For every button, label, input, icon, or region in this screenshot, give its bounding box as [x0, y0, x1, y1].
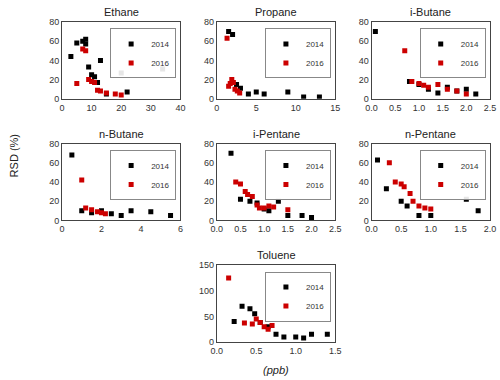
svg-text:1.5: 1.5: [454, 224, 467, 234]
svg-text:80: 80: [49, 139, 59, 149]
svg-text:20: 20: [49, 196, 59, 206]
svg-text:0.0: 0.0: [365, 224, 378, 234]
svg-text:0.5: 0.5: [234, 224, 247, 234]
svg-text:150: 150: [199, 260, 214, 270]
svg-text:15: 15: [330, 103, 340, 113]
svg-text:2.0: 2.0: [460, 103, 473, 113]
svg-text:0.0: 0.0: [365, 103, 378, 113]
svg-text:2014: 2014: [306, 283, 324, 292]
svg-text:100: 100: [199, 286, 214, 296]
svg-text:0.0: 0.0: [211, 224, 224, 234]
svg-text:6: 6: [178, 224, 183, 234]
svg-text:2014: 2014: [461, 40, 479, 49]
svg-text:5: 5: [254, 103, 259, 113]
svg-text:10: 10: [87, 103, 97, 113]
svg-text:0: 0: [59, 103, 64, 113]
svg-text:1.5: 1.5: [329, 346, 342, 356]
svg-text:1.0: 1.0: [425, 224, 438, 234]
svg-text:20: 20: [204, 75, 214, 85]
svg-text:60: 60: [359, 36, 369, 46]
svg-text:0: 0: [209, 216, 214, 226]
svg-text:1.5: 1.5: [282, 224, 295, 234]
svg-text:80: 80: [49, 17, 59, 27]
svg-text:40: 40: [204, 177, 214, 187]
svg-text:20: 20: [359, 196, 369, 206]
svg-text:2: 2: [99, 224, 104, 234]
svg-text:Ethane: Ethane: [104, 6, 139, 18]
svg-text:1.0: 1.0: [289, 346, 302, 356]
svg-text:60: 60: [359, 158, 369, 168]
svg-text:1.0: 1.0: [413, 103, 426, 113]
svg-text:0: 0: [54, 94, 59, 104]
svg-text:2016: 2016: [306, 59, 324, 68]
svg-text:2016: 2016: [151, 181, 169, 190]
svg-text:20: 20: [359, 75, 369, 85]
svg-text:1.5: 1.5: [436, 103, 449, 113]
svg-text:0: 0: [54, 216, 59, 226]
svg-text:0.5: 0.5: [250, 346, 263, 356]
svg-text:60: 60: [49, 36, 59, 46]
svg-text:40: 40: [204, 56, 214, 66]
svg-text:2014: 2014: [151, 162, 169, 171]
svg-text:60: 60: [204, 36, 214, 46]
svg-text:0.5: 0.5: [395, 224, 408, 234]
svg-text:1.0: 1.0: [258, 224, 271, 234]
svg-text:10: 10: [291, 103, 301, 113]
svg-text:0: 0: [364, 94, 369, 104]
svg-text:20: 20: [49, 75, 59, 85]
svg-text:2.0: 2.0: [484, 224, 497, 234]
svg-text:RSD (%): RSD (%): [8, 134, 20, 177]
svg-text:Propane: Propane: [255, 6, 297, 18]
svg-text:n-Pentane: n-Pentane: [405, 128, 456, 140]
svg-text:2.5: 2.5: [329, 224, 342, 234]
svg-text:(ppb): (ppb): [263, 364, 289, 376]
svg-text:i-Butane: i-Butane: [410, 6, 451, 18]
svg-text:30: 30: [146, 103, 156, 113]
svg-text:2016: 2016: [306, 302, 324, 311]
svg-text:40: 40: [359, 177, 369, 187]
svg-text:0.0: 0.0: [211, 346, 224, 356]
svg-text:80: 80: [359, 17, 369, 27]
svg-text:80: 80: [204, 17, 214, 27]
svg-text:i-Pentane: i-Pentane: [253, 128, 300, 140]
svg-text:2016: 2016: [461, 59, 479, 68]
svg-text:60: 60: [204, 158, 214, 168]
svg-text:40: 40: [175, 103, 185, 113]
svg-text:2.5: 2.5: [484, 103, 497, 113]
svg-text:0: 0: [209, 337, 214, 347]
svg-text:4: 4: [138, 224, 143, 234]
svg-text:0: 0: [59, 224, 64, 234]
svg-text:0: 0: [214, 103, 219, 113]
svg-text:40: 40: [49, 177, 59, 187]
svg-text:40: 40: [359, 56, 369, 66]
svg-text:20: 20: [204, 196, 214, 206]
svg-text:n-Butane: n-Butane: [99, 128, 144, 140]
svg-text:0.5: 0.5: [389, 103, 402, 113]
svg-text:2014: 2014: [306, 162, 324, 171]
svg-text:0: 0: [209, 94, 214, 104]
svg-text:0: 0: [364, 216, 369, 226]
svg-text:80: 80: [359, 139, 369, 149]
svg-text:50: 50: [204, 312, 214, 322]
svg-text:2016: 2016: [306, 181, 324, 190]
svg-text:20: 20: [116, 103, 126, 113]
svg-text:2016: 2016: [151, 59, 169, 68]
svg-text:2014: 2014: [151, 40, 169, 49]
svg-text:2014: 2014: [461, 162, 479, 171]
svg-text:2014: 2014: [306, 40, 324, 49]
svg-text:Toluene: Toluene: [257, 249, 296, 261]
svg-text:40: 40: [49, 56, 59, 66]
svg-text:2.0: 2.0: [305, 224, 318, 234]
svg-text:80: 80: [204, 139, 214, 149]
svg-text:2016: 2016: [461, 181, 479, 190]
svg-text:60: 60: [49, 158, 59, 168]
